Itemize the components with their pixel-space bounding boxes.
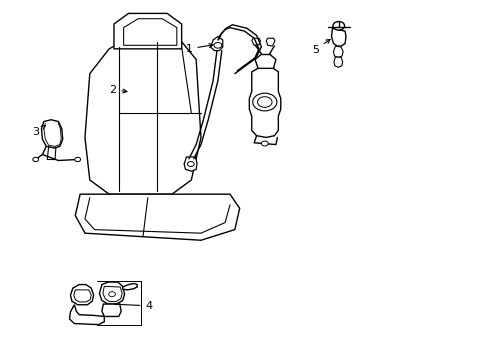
- Circle shape: [108, 292, 115, 297]
- Circle shape: [332, 22, 344, 30]
- Polygon shape: [75, 194, 239, 240]
- Text: 2: 2: [109, 85, 127, 95]
- Polygon shape: [41, 120, 62, 148]
- Text: 1: 1: [185, 44, 213, 54]
- Circle shape: [187, 162, 194, 167]
- Polygon shape: [331, 28, 346, 46]
- Polygon shape: [99, 282, 124, 304]
- Polygon shape: [123, 19, 177, 45]
- Polygon shape: [333, 46, 343, 57]
- Polygon shape: [333, 57, 342, 67]
- Circle shape: [75, 157, 81, 162]
- Polygon shape: [74, 290, 91, 302]
- Circle shape: [257, 97, 271, 107]
- Ellipse shape: [127, 84, 134, 95]
- Polygon shape: [251, 38, 260, 45]
- Polygon shape: [70, 284, 94, 305]
- Polygon shape: [249, 68, 280, 138]
- Polygon shape: [265, 38, 274, 46]
- Polygon shape: [122, 283, 137, 290]
- Polygon shape: [85, 35, 201, 194]
- Polygon shape: [69, 305, 104, 325]
- Circle shape: [214, 42, 222, 48]
- Text: 3: 3: [32, 126, 45, 137]
- Polygon shape: [183, 157, 197, 171]
- Polygon shape: [210, 36, 223, 51]
- Polygon shape: [102, 286, 122, 302]
- Circle shape: [33, 157, 39, 162]
- Polygon shape: [102, 304, 121, 316]
- Circle shape: [252, 93, 276, 111]
- Ellipse shape: [125, 81, 136, 98]
- Polygon shape: [114, 13, 181, 49]
- Circle shape: [261, 141, 267, 146]
- Text: 4: 4: [114, 301, 152, 311]
- Text: 5: 5: [311, 40, 329, 55]
